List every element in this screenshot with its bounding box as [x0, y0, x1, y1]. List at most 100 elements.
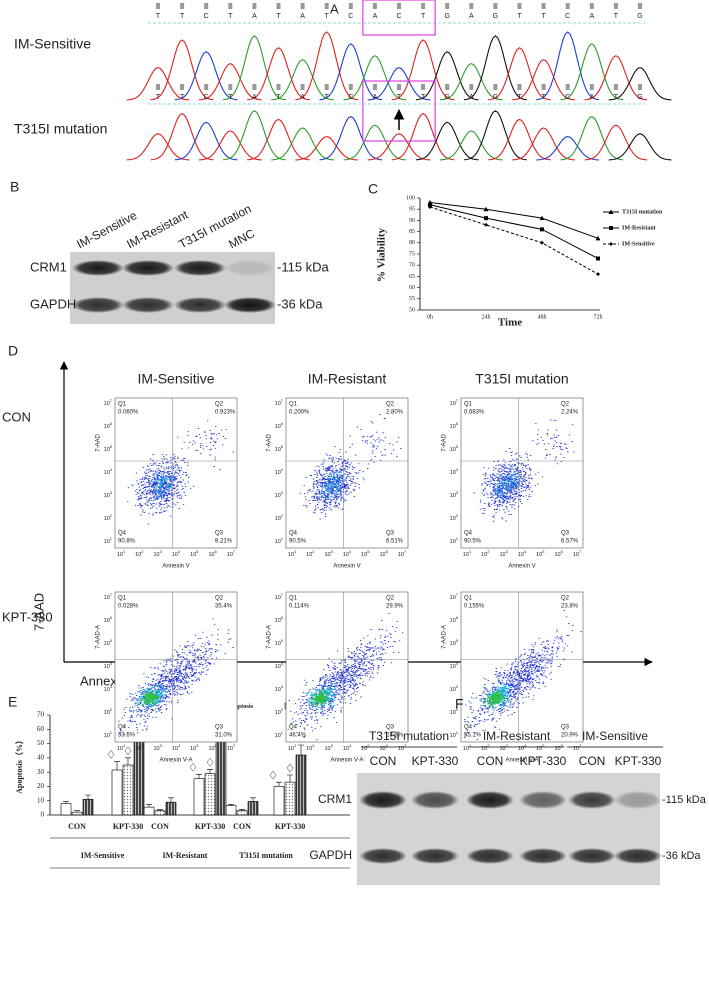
bar	[193, 778, 205, 816]
dot-cloud	[349, 414, 402, 463]
base-letter: G	[444, 94, 449, 101]
base-tick	[156, 3, 160, 9]
tick-exponent: 6	[456, 421, 459, 426]
bar	[236, 810, 248, 816]
point-marker	[540, 240, 544, 245]
x-tick-label: 103	[499, 743, 508, 752]
tick-exponent: 2	[281, 707, 284, 712]
plot-frame	[460, 591, 584, 743]
tick-base: 10	[275, 516, 281, 522]
x-tick-label: 103	[499, 549, 508, 558]
panel-label: E	[8, 694, 17, 710]
tick-base: 10	[275, 664, 281, 670]
tick-base: 10	[104, 424, 110, 430]
base-tick	[541, 3, 546, 9]
error-bar	[63, 801, 69, 804]
tick-base: 10	[104, 470, 110, 476]
chromatogram-peak	[126, 67, 190, 101]
y-tick-label: 101	[104, 730, 113, 739]
tick-exponent: 4	[178, 743, 181, 748]
tick-exponent: 4	[524, 549, 527, 554]
base-tick	[228, 3, 233, 9]
dot-cloud	[287, 612, 404, 741]
quadrant-value: 0.200%	[289, 410, 310, 416]
base-tick	[348, 3, 353, 9]
tick-exponent: 3	[456, 490, 459, 495]
marker-label: -36 kDa	[662, 850, 701, 862]
dot-cloud	[525, 419, 575, 465]
x-tick-label: 105	[536, 743, 545, 752]
chromatogram-peak	[391, 113, 455, 161]
sequence-name: IM-Sensitive	[14, 36, 91, 52]
base-letter: G	[493, 94, 498, 101]
tick-base: 10	[104, 641, 110, 647]
tick-base: 10	[288, 552, 294, 558]
plot-x-title: Annexin V	[162, 564, 189, 570]
group-label: IM-Resistant	[483, 729, 551, 743]
y-tick-label: 101	[275, 730, 284, 739]
plot-y-title: 7-AAD	[267, 433, 273, 451]
x-tick-label: 101	[463, 743, 472, 752]
tick-base: 10	[104, 493, 110, 499]
quadrant-name: Q4	[118, 531, 127, 537]
base-letter: T	[614, 13, 619, 20]
y-tick-label: 75	[409, 251, 415, 257]
point-marker	[483, 206, 489, 212]
tick-base: 10	[135, 552, 141, 558]
tick-exponent: 6	[456, 615, 459, 620]
significance-marker	[107, 749, 115, 760]
significance-marker	[206, 757, 214, 767]
tick-exponent: 4	[524, 743, 527, 748]
x-tick-label: 106	[379, 549, 388, 558]
chromatogram-peak	[295, 31, 359, 101]
chromatogram-peak	[343, 124, 407, 161]
base-tick	[252, 84, 257, 90]
base-tick	[397, 3, 401, 9]
tick-exponent: 7	[456, 398, 459, 403]
bar	[143, 806, 155, 816]
base-letter: T	[325, 13, 330, 20]
tick-base: 10	[450, 401, 456, 407]
plot-frame	[285, 397, 409, 549]
y-tick-label: 101	[450, 536, 459, 545]
tick-exponent: 2	[456, 707, 459, 712]
quadrant-name: Q1	[289, 596, 298, 602]
tick-exponent: 5	[367, 549, 370, 554]
base-letter: T	[541, 94, 546, 101]
tick-exponent: 6	[110, 421, 113, 426]
y-tick-label: 106	[275, 421, 284, 430]
tick-base: 10	[379, 552, 385, 558]
error-bar	[250, 797, 256, 802]
y-tick-label: 101	[104, 536, 113, 545]
marker-label: -115 kDa	[277, 259, 330, 274]
plot-y-title: 7-AAD	[442, 433, 448, 451]
chromatogram-peak	[464, 35, 527, 101]
tick-base: 10	[536, 746, 542, 752]
y-tick-label: 106	[275, 615, 284, 624]
tick-base: 10	[104, 710, 110, 716]
tick-base: 10	[104, 516, 110, 522]
blot-band	[224, 297, 276, 313]
x-tick-label: 102	[135, 743, 144, 752]
tick-base: 10	[450, 618, 456, 624]
plot-y-title: 7-AAD	[96, 433, 102, 451]
tick-exponent: 3	[506, 549, 509, 554]
base-letter: A	[252, 13, 257, 20]
y-tick-label: 85	[409, 229, 415, 235]
base-letter: T	[614, 94, 619, 101]
quadrant-value: 33.6%	[118, 733, 136, 739]
tick-exponent: 6	[561, 743, 564, 748]
tick-base: 10	[499, 552, 505, 558]
error-bar	[125, 757, 131, 765]
axis-title: 7-AAD	[31, 593, 46, 631]
y-tick-label: 70	[37, 711, 45, 719]
series-line	[429, 201, 599, 239]
tick-exponent: 6	[386, 549, 389, 554]
tick-exponent: 3	[160, 549, 163, 554]
panel-label: B	[10, 179, 19, 195]
lane-label: CON	[477, 754, 504, 768]
chromatogram-peak	[512, 59, 575, 101]
plot-x-title: Annexin V	[508, 564, 535, 570]
tick-exponent: 5	[196, 549, 199, 554]
y-tick-label: 106	[104, 615, 113, 624]
